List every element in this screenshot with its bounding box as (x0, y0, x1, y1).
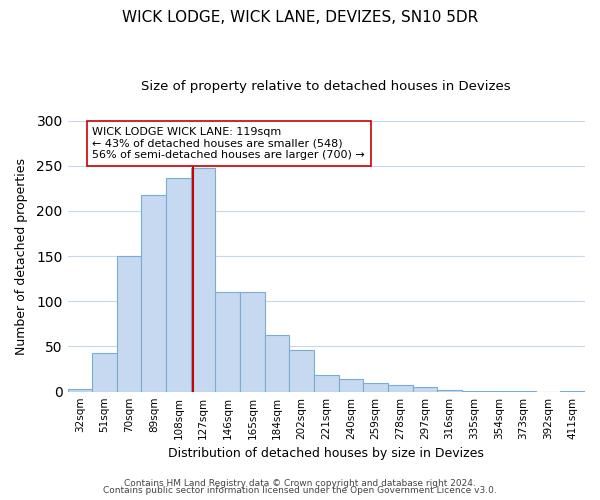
Bar (314, 374, 338, 392)
Bar (166, 178, 191, 392)
Bar (215, 292, 240, 392)
Bar (117, 256, 142, 392)
Bar (289, 350, 314, 392)
Bar (437, 390, 462, 392)
Y-axis label: Number of detached properties: Number of detached properties (15, 158, 28, 354)
Bar (191, 168, 215, 392)
Text: Contains public sector information licensed under the Open Government Licence v3: Contains public sector information licen… (103, 486, 497, 495)
Bar (338, 379, 363, 392)
Bar (511, 391, 536, 392)
Bar (560, 391, 585, 392)
Bar (240, 292, 265, 392)
Bar (462, 391, 487, 392)
Text: Contains HM Land Registry data © Crown copyright and database right 2024.: Contains HM Land Registry data © Crown c… (124, 478, 476, 488)
Bar (487, 391, 511, 392)
Bar (265, 334, 289, 392)
Bar (413, 387, 437, 392)
Bar (363, 382, 388, 392)
Bar (142, 194, 166, 392)
Bar (388, 386, 413, 392)
Title: Size of property relative to detached houses in Devizes: Size of property relative to detached ho… (142, 80, 511, 93)
Text: WICK LODGE WICK LANE: 119sqm
← 43% of detached houses are smaller (548)
56% of s: WICK LODGE WICK LANE: 119sqm ← 43% of de… (92, 127, 365, 160)
X-axis label: Distribution of detached houses by size in Devizes: Distribution of detached houses by size … (169, 447, 484, 460)
Bar (68, 389, 92, 392)
Text: WICK LODGE, WICK LANE, DEVIZES, SN10 5DR: WICK LODGE, WICK LANE, DEVIZES, SN10 5DR (122, 10, 478, 25)
Bar (92, 353, 117, 392)
